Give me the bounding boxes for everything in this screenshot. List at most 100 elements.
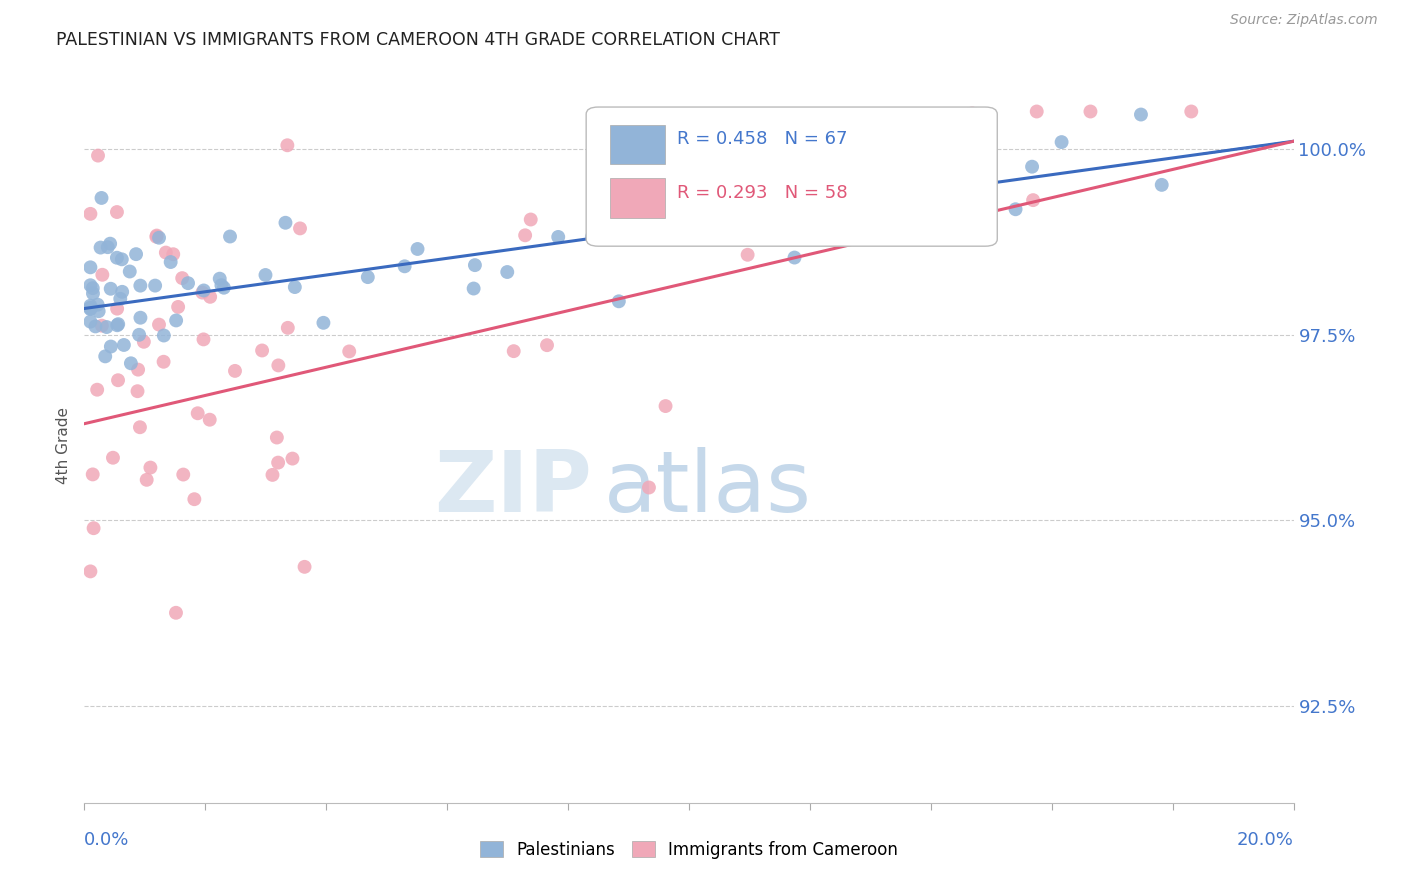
- Point: [162, 247, 184, 261]
- Point: [212, 281, 235, 295]
- Point: [536, 338, 558, 352]
- Point: [132, 334, 155, 349]
- Point: [120, 356, 142, 370]
- Point: [783, 251, 806, 265]
- Point: [547, 230, 569, 244]
- Point: [288, 221, 311, 235]
- Text: Source: ZipAtlas.com: Source: ZipAtlas.com: [1230, 13, 1378, 28]
- Text: 0.0%: 0.0%: [84, 831, 129, 849]
- Point: [96, 320, 118, 334]
- Text: 20.0%: 20.0%: [1237, 831, 1294, 849]
- Point: [82, 281, 104, 295]
- Point: [1022, 193, 1045, 207]
- Point: [193, 332, 215, 346]
- Point: [496, 265, 519, 279]
- Point: [254, 268, 277, 282]
- Point: [183, 492, 205, 507]
- Point: [165, 313, 187, 327]
- Legend: Palestinians, Immigrants from Cameroon: Palestinians, Immigrants from Cameroon: [472, 835, 905, 866]
- Point: [198, 413, 221, 427]
- Point: [91, 268, 114, 282]
- Point: [294, 559, 316, 574]
- Point: [274, 216, 297, 230]
- Point: [172, 271, 194, 285]
- Point: [118, 264, 141, 278]
- Point: [581, 230, 603, 244]
- Point: [79, 565, 101, 579]
- FancyBboxPatch shape: [586, 107, 997, 246]
- Point: [193, 284, 215, 298]
- Point: [125, 247, 148, 261]
- Point: [1180, 104, 1202, 119]
- Point: [187, 406, 209, 420]
- Point: [165, 606, 187, 620]
- Point: [661, 187, 683, 202]
- Point: [97, 240, 120, 254]
- Point: [129, 278, 152, 293]
- Point: [86, 298, 108, 312]
- Point: [208, 271, 231, 285]
- Point: [79, 315, 101, 329]
- Text: ZIP: ZIP: [434, 447, 592, 531]
- Point: [672, 218, 695, 232]
- Point: [267, 456, 290, 470]
- Point: [463, 281, 485, 295]
- Point: [1129, 107, 1152, 121]
- Y-axis label: 4th Grade: 4th Grade: [56, 408, 72, 484]
- Point: [337, 344, 360, 359]
- Point: [153, 328, 176, 343]
- Point: [159, 255, 181, 269]
- Point: [177, 276, 200, 290]
- Point: [127, 362, 149, 376]
- Point: [100, 282, 122, 296]
- Text: atlas: atlas: [605, 447, 813, 531]
- Point: [1080, 104, 1102, 119]
- Point: [82, 467, 104, 482]
- Point: [148, 231, 170, 245]
- Text: R = 0.458   N = 67: R = 0.458 N = 67: [676, 130, 848, 148]
- Point: [960, 106, 983, 120]
- Point: [98, 236, 121, 251]
- Point: [284, 280, 307, 294]
- Point: [79, 260, 101, 275]
- Point: [145, 229, 167, 244]
- Point: [79, 207, 101, 221]
- Point: [139, 460, 162, 475]
- Point: [79, 302, 101, 317]
- Point: [502, 344, 524, 359]
- Point: [112, 338, 135, 352]
- Point: [82, 286, 104, 301]
- Point: [79, 299, 101, 313]
- Point: [105, 205, 128, 219]
- Point: [224, 364, 246, 378]
- Point: [607, 294, 630, 309]
- Point: [638, 481, 661, 495]
- Point: [262, 467, 284, 482]
- Point: [90, 241, 112, 255]
- FancyBboxPatch shape: [610, 178, 665, 218]
- Point: [105, 251, 128, 265]
- Point: [172, 467, 194, 482]
- Point: [90, 191, 112, 205]
- Point: [250, 343, 273, 358]
- Point: [519, 212, 541, 227]
- Point: [276, 138, 298, 153]
- Point: [198, 290, 221, 304]
- Point: [87, 304, 110, 318]
- Point: [312, 316, 335, 330]
- Point: [129, 420, 152, 434]
- Point: [654, 399, 676, 413]
- Point: [209, 278, 232, 293]
- Point: [167, 300, 190, 314]
- Point: [79, 301, 101, 316]
- Point: [219, 229, 242, 244]
- Point: [129, 310, 152, 325]
- FancyBboxPatch shape: [610, 125, 665, 164]
- Point: [101, 450, 124, 465]
- Point: [1050, 135, 1073, 149]
- Point: [111, 285, 134, 299]
- Point: [105, 301, 128, 316]
- Point: [79, 278, 101, 293]
- Text: PALESTINIAN VS IMMIGRANTS FROM CAMEROON 4TH GRADE CORRELATION CHART: PALESTINIAN VS IMMIGRANTS FROM CAMEROON …: [56, 31, 780, 49]
- Point: [1004, 202, 1026, 217]
